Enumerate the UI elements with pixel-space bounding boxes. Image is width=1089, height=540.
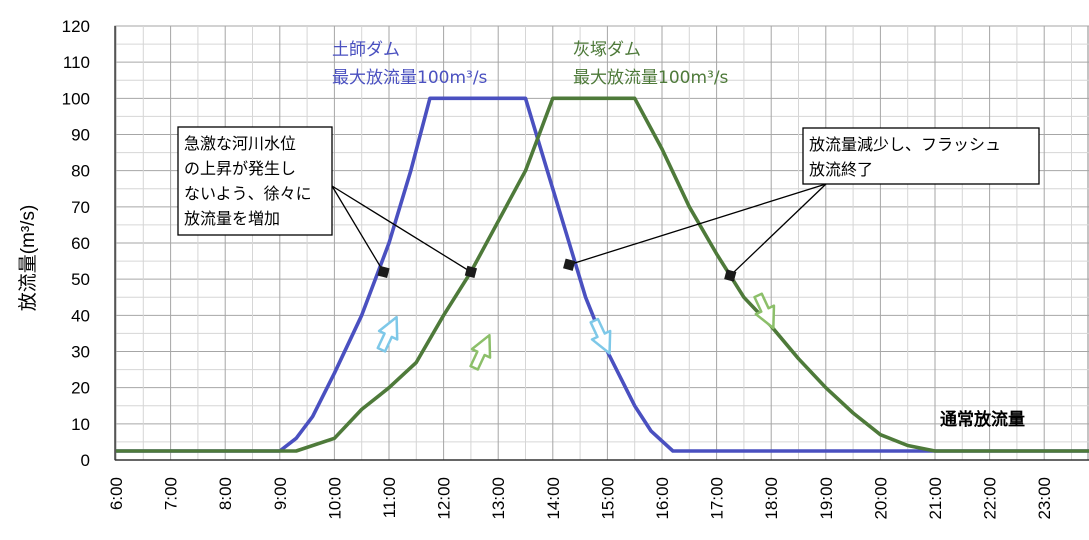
series-line-1 <box>116 96 1089 453</box>
series-label-haji-name: 土師ダム <box>332 40 400 60</box>
x-tick-label: 21:00 <box>926 477 945 520</box>
y-tick-label: 50 <box>71 270 90 289</box>
leader-line <box>568 183 827 266</box>
series-marker <box>464 265 478 279</box>
annotation-decrease-line-2: 放流終了 <box>809 160 873 179</box>
y-tick-label: 110 <box>63 53 90 72</box>
y-tick-label: 0 <box>81 451 90 470</box>
x-tick-label: 17:00 <box>708 477 727 520</box>
x-tick-label: 12:00 <box>435 477 454 520</box>
y-tick-label: 10 <box>71 415 90 434</box>
trend-arrows <box>376 292 776 371</box>
annotation-leader-lines <box>331 183 827 277</box>
series-label-haizuka-max: 最大放流量100m³/s <box>573 68 729 88</box>
trend-arrow-up <box>469 333 492 371</box>
annotation-normal-discharge: 通常放流量 <box>940 409 1025 430</box>
annotation-decrease-box <box>802 127 1040 185</box>
x-tick-label: 14:00 <box>544 477 563 520</box>
series-marker <box>563 258 576 271</box>
x-tick-label: 18:00 <box>762 477 781 520</box>
trend-arrow-up <box>376 315 399 353</box>
markers <box>377 258 737 282</box>
leader-line <box>331 185 385 273</box>
y-tick-label: 90 <box>71 126 90 145</box>
x-tick-label: 20:00 <box>871 477 890 520</box>
y-tick-labels: 0 10 20 30 40 50 60 70 80 90 100 110 120 <box>62 17 90 470</box>
series-label-haji-max: 最大放流量100m³/s <box>332 68 488 88</box>
y-tick-label: 70 <box>71 198 90 217</box>
x-tick-label: 6:00 <box>107 477 126 510</box>
leader-line <box>331 185 472 273</box>
annotation-increase-line-2: の上昇が発生し <box>184 159 296 178</box>
trend-arrow-down <box>589 317 612 355</box>
annotation-increase-line-3: ないよう、徐々に <box>184 184 312 203</box>
x-tick-label: 8:00 <box>216 477 235 510</box>
series-line-0 <box>116 96 1089 453</box>
series-marker <box>724 269 737 282</box>
x-tick-label: 11:00 <box>380 477 399 518</box>
x-tick-labels: 6:00 7:00 8:00 9:00 10:00 11:00 12:00 13:00 14:0… <box>107 477 1054 520</box>
x-tick-label: 19:00 <box>817 477 836 520</box>
y-axis-label: 放流量(m³/s) <box>17 205 39 312</box>
annotation-increase-line-1: 急激な河川水位 <box>184 134 296 153</box>
y-tick-label: 40 <box>71 306 90 325</box>
x-tick-label: 15:00 <box>598 477 617 520</box>
annotation-increase-line-4: 放流量を増加 <box>184 209 280 228</box>
y-tick-label: 20 <box>71 379 90 398</box>
annotation-increase-box <box>177 126 333 236</box>
x-tick-label: 9:00 <box>271 477 290 510</box>
x-tick-label: 22:00 <box>981 477 1000 520</box>
y-tick-label: 100 <box>62 89 90 108</box>
series-lines <box>116 96 1089 453</box>
leader-line <box>729 183 827 277</box>
grid <box>114 25 1089 461</box>
series-marker <box>377 265 390 279</box>
annotations: 急激な河川水位 の上昇が発生し ないよう、徐々に 放流量を増加 放流量減少し、フ… <box>177 40 1040 430</box>
y-tick-label: 60 <box>71 234 90 253</box>
trend-arrow-down <box>753 292 776 330</box>
x-tick-label: 23:00 <box>1035 477 1054 520</box>
x-tick-label: 10:00 <box>325 477 344 520</box>
x-tick-label: 7:00 <box>162 477 181 510</box>
annotation-decrease-line-1: 放流量減少し、フラッシュ <box>809 135 1001 154</box>
x-tick-label: 16:00 <box>653 477 672 520</box>
series-label-haizuka-name: 灰塚ダム <box>573 40 641 60</box>
y-tick-label: 30 <box>71 343 90 362</box>
y-tick-label: 120 <box>62 17 90 36</box>
y-tick-label: 80 <box>71 162 90 181</box>
x-tick-label: 13:00 <box>489 477 508 520</box>
